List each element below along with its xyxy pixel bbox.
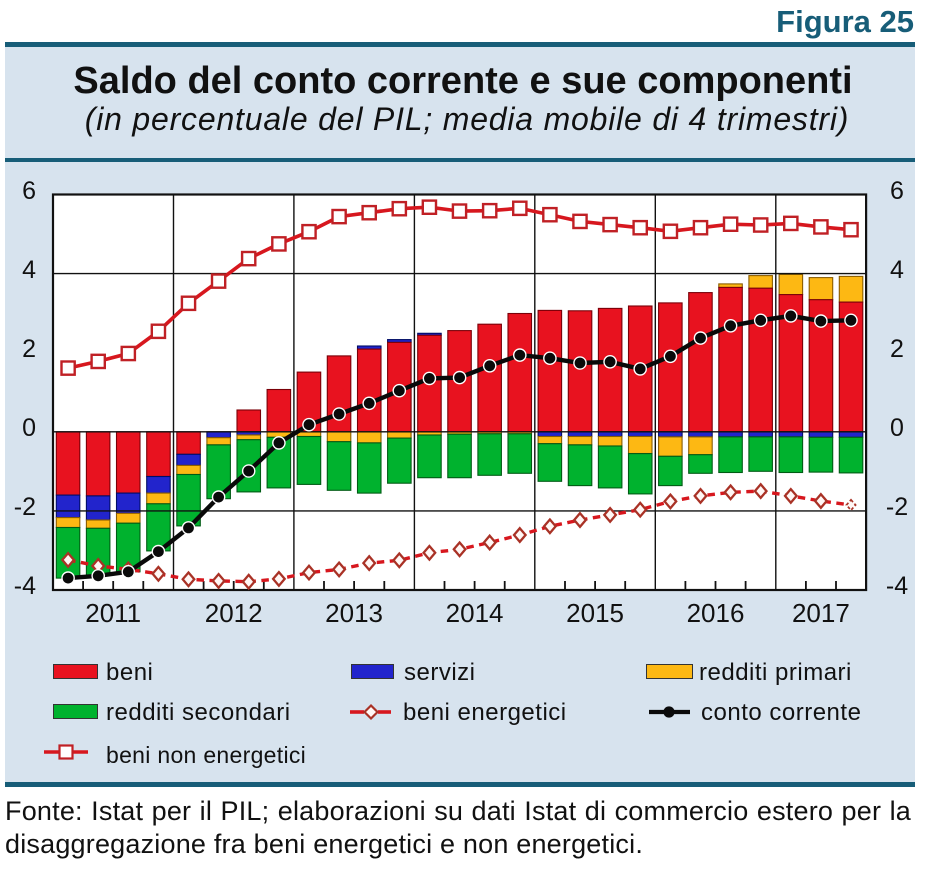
svg-text:2014: 2014 — [446, 598, 504, 628]
svg-text:-4: -4 — [886, 572, 908, 600]
svg-text:2011: 2011 — [85, 598, 141, 628]
svg-text:2012: 2012 — [205, 598, 263, 628]
svg-text:2015: 2015 — [566, 598, 624, 628]
svg-text:-2: -2 — [886, 493, 908, 521]
svg-text:2017: 2017 — [792, 598, 850, 628]
svg-text:4: 4 — [890, 256, 904, 284]
svg-text:4: 4 — [22, 256, 36, 284]
svg-text:2016: 2016 — [687, 598, 745, 628]
svg-text:0: 0 — [890, 414, 904, 442]
svg-text:6: 6 — [22, 177, 36, 205]
svg-text:2: 2 — [890, 335, 904, 363]
svg-text:0: 0 — [22, 414, 36, 442]
svg-text:2: 2 — [22, 335, 36, 363]
svg-text:-2: -2 — [14, 493, 36, 521]
svg-text:2013: 2013 — [325, 598, 383, 628]
svg-text:-4: -4 — [14, 572, 36, 600]
svg-text:6: 6 — [890, 177, 904, 205]
